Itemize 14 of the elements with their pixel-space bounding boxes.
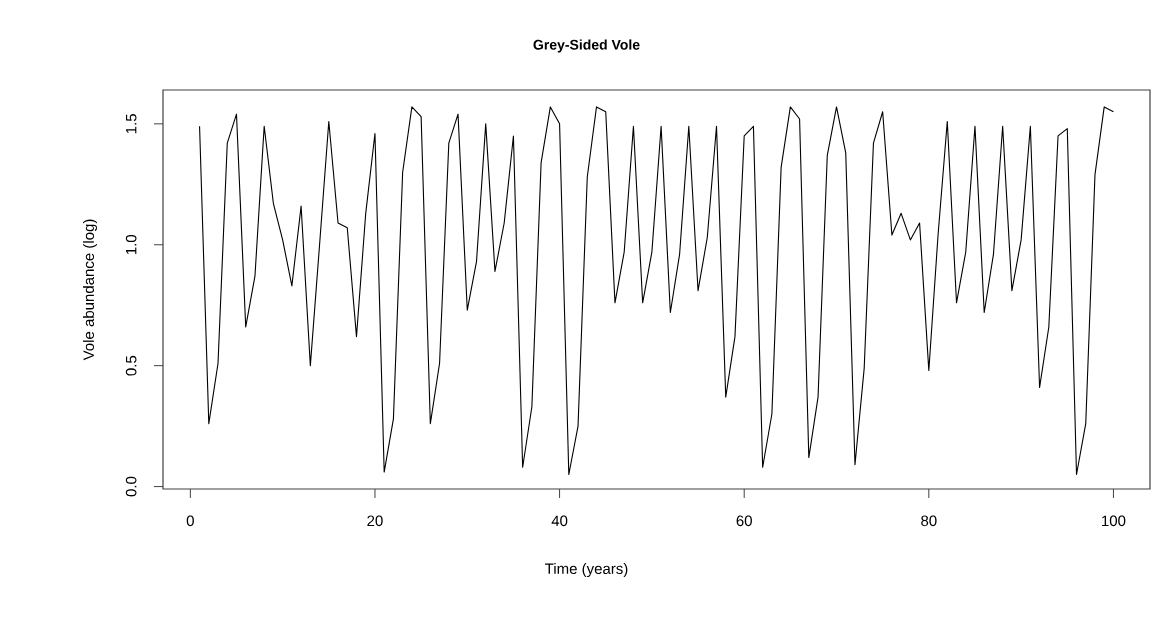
line-series — [199, 106, 1114, 476]
x-tick-label: 100 — [1102, 515, 1126, 527]
y-tick-label: 1.0 — [125, 234, 137, 255]
y-axis-title: Vole abundance (log) — [83, 219, 97, 361]
x-tick-label: 60 — [736, 515, 752, 527]
x-tick-label: 20 — [367, 515, 383, 527]
y-tick-label: 0.0 — [125, 476, 137, 497]
x-axis-title: Time (years) — [545, 563, 628, 577]
chart-title: Grey-Sided Vole — [533, 39, 640, 53]
x-tick-label: 0 — [186, 515, 194, 527]
y-tick-label: 0.5 — [125, 355, 137, 376]
x-tick-label: 40 — [551, 515, 568, 527]
y-tick-label: 1.5 — [126, 114, 137, 134]
x-tick-label: 80 — [921, 515, 937, 527]
